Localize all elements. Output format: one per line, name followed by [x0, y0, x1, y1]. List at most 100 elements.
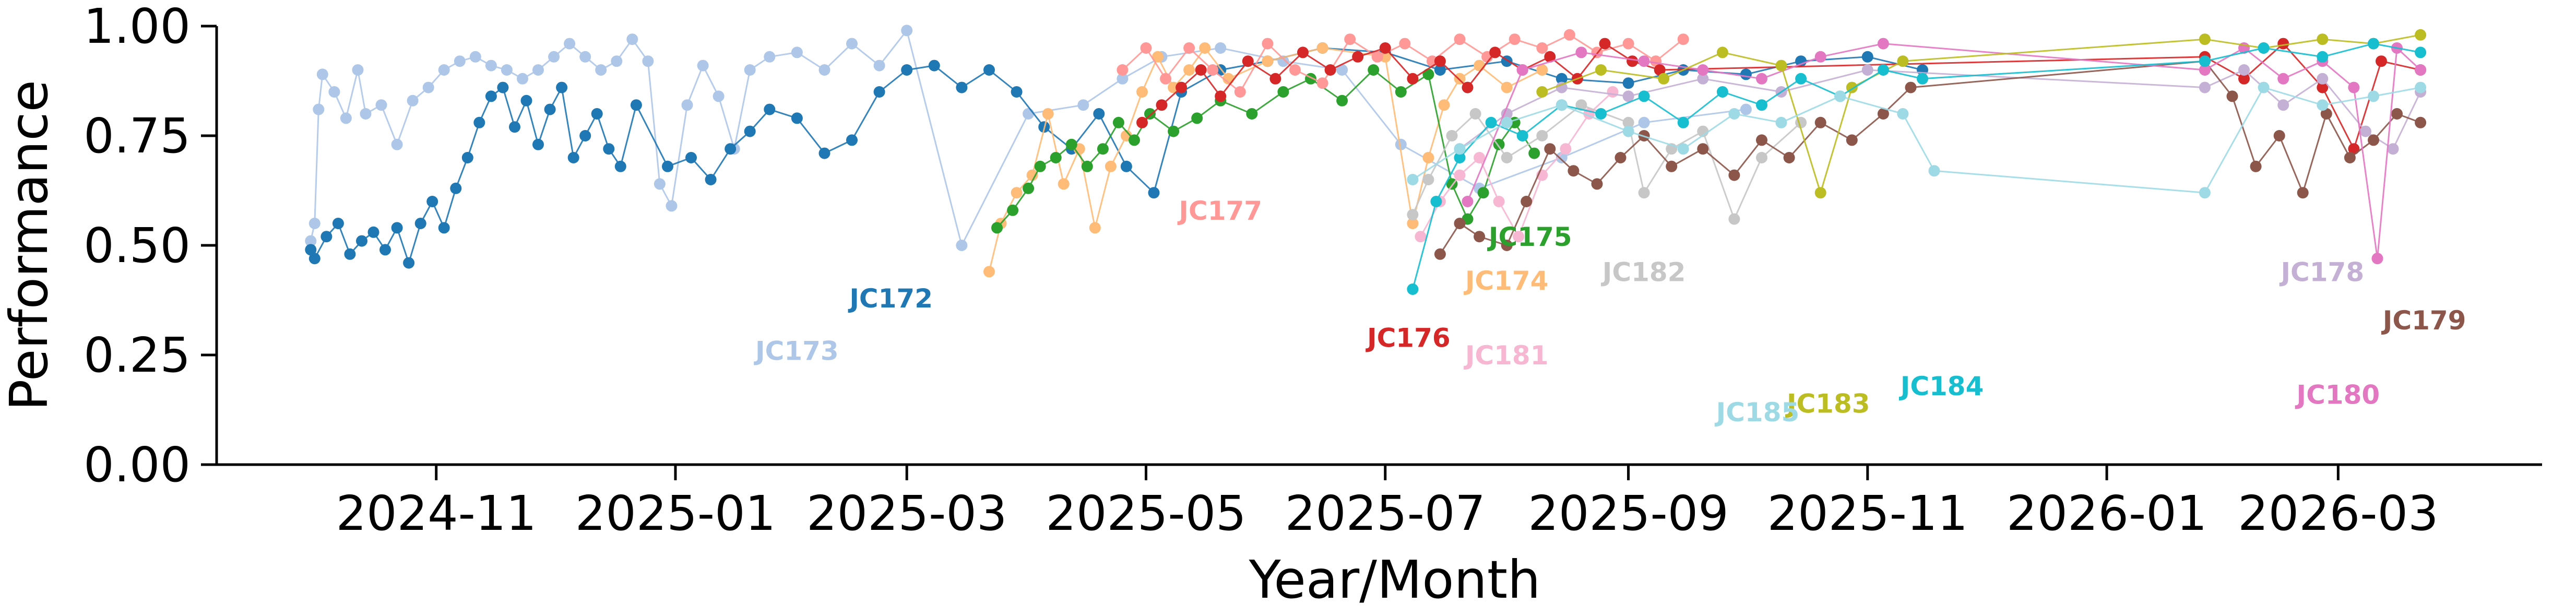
data-point — [1568, 165, 1580, 177]
data-point — [1516, 130, 1528, 141]
data-point — [1622, 77, 1634, 89]
data-point — [1728, 169, 1740, 181]
data-point — [1316, 42, 1328, 54]
x-tick-label: 2026-03 — [2238, 485, 2438, 541]
data-point — [1834, 90, 1846, 102]
data-point — [2317, 33, 2329, 45]
data-point — [1575, 46, 1587, 58]
data-point — [579, 51, 591, 63]
data-point — [928, 60, 940, 72]
data-point — [352, 64, 364, 76]
data-point — [360, 108, 372, 120]
series-line — [1141, 43, 2421, 150]
data-point — [1560, 143, 1572, 155]
data-point — [2371, 253, 2383, 265]
data-point — [818, 64, 830, 76]
data-point — [1454, 143, 1466, 155]
data-point — [1140, 42, 1152, 54]
data-point — [818, 147, 830, 159]
data-point — [744, 64, 756, 76]
data-point — [1407, 283, 1419, 295]
data-point — [1474, 152, 1486, 163]
data-point — [846, 134, 858, 146]
data-point — [1474, 60, 1486, 72]
data-point — [1638, 116, 1650, 128]
data-point — [1011, 187, 1023, 199]
data-point — [1485, 116, 1497, 128]
data-point — [685, 152, 697, 163]
data-point — [1011, 86, 1023, 98]
data-point — [2277, 38, 2289, 50]
data-point — [791, 46, 803, 58]
data-point — [332, 218, 344, 229]
data-point — [1176, 81, 1188, 93]
series-label: JC175 — [1487, 222, 1572, 252]
data-point — [1622, 38, 1634, 50]
data-point — [1622, 90, 1634, 102]
data-point — [1234, 86, 1246, 98]
data-point — [426, 196, 438, 207]
data-point — [1917, 73, 1928, 85]
data-point — [1434, 55, 1446, 67]
data-point — [1677, 143, 1689, 155]
data-point — [1371, 51, 1383, 63]
data-point — [2273, 130, 2285, 141]
data-point — [2297, 187, 2309, 199]
data-point — [328, 86, 340, 98]
data-point — [340, 112, 352, 124]
data-point — [1089, 222, 1101, 234]
data-point — [697, 60, 709, 72]
data-point — [1627, 55, 1639, 67]
data-point — [579, 130, 591, 141]
data-point — [713, 90, 725, 102]
series-label: JC179 — [2381, 305, 2466, 336]
data-point — [705, 174, 717, 185]
data-point — [1462, 196, 1474, 207]
data-point — [1928, 165, 1940, 177]
data-point — [1105, 160, 1117, 172]
series-jc177 — [1117, 29, 1689, 98]
data-point — [1501, 108, 1513, 120]
data-point — [438, 64, 450, 76]
data-point — [595, 64, 607, 76]
data-point — [473, 116, 485, 128]
data-point — [630, 99, 642, 111]
data-point — [305, 235, 317, 247]
data-point — [1120, 160, 1132, 172]
data-point — [2387, 143, 2399, 155]
data-point — [1536, 42, 1548, 54]
data-point — [2317, 51, 2329, 63]
data-point — [1697, 143, 1709, 155]
data-point — [2238, 64, 2250, 76]
data-point — [626, 33, 638, 45]
data-point — [873, 86, 885, 98]
data-point — [666, 200, 678, 212]
data-point — [520, 94, 532, 106]
data-point — [1277, 86, 1289, 98]
data-point — [1474, 231, 1486, 243]
data-point — [1422, 174, 1434, 185]
data-point — [1269, 73, 1281, 85]
data-point — [1877, 64, 1889, 76]
data-point — [1638, 55, 1650, 67]
data-point — [1144, 108, 1156, 120]
data-point — [1716, 46, 1728, 58]
y-tick-label: 1.00 — [84, 0, 191, 54]
y-tick-label: 0.00 — [84, 437, 191, 493]
data-point — [1289, 64, 1301, 76]
data-point — [1740, 68, 1752, 80]
data-point — [1422, 152, 1434, 163]
data-point — [1352, 51, 1364, 63]
data-point — [1242, 55, 1254, 67]
x-tick-label: 2025-07 — [1285, 485, 1486, 541]
series-line — [1467, 43, 2421, 259]
data-point — [1129, 134, 1140, 146]
data-point — [1544, 51, 1556, 63]
data-point — [2199, 187, 2211, 199]
data-point — [1509, 33, 1521, 45]
data-point — [1058, 178, 1070, 190]
data-point — [1168, 125, 1180, 137]
data-point — [2258, 42, 2270, 54]
data-point — [611, 55, 623, 67]
data-point — [509, 121, 520, 133]
